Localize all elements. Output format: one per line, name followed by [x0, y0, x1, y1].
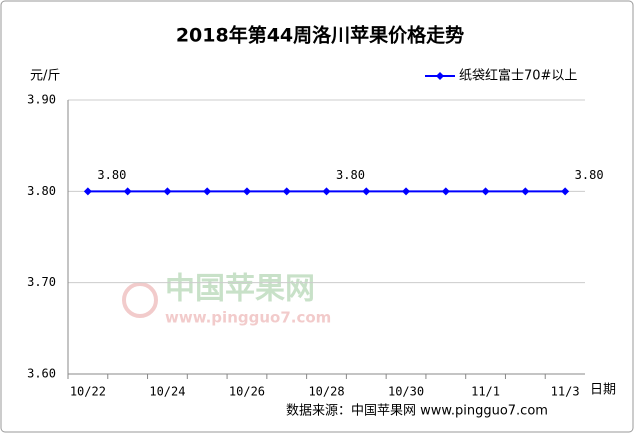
point-marker: [83, 187, 92, 196]
y-tick-label: 3.70: [27, 275, 56, 289]
data-label: 3.80: [575, 168, 604, 182]
y-tick-label: 3.60: [27, 367, 56, 381]
x-tick-label: 10/22: [70, 385, 106, 399]
point-marker: [322, 187, 331, 196]
y-tick-label: 3.80: [27, 184, 56, 198]
x-tick-label: 11/3: [551, 385, 580, 399]
point-marker: [561, 187, 570, 196]
y-axis-label: 元/斤: [30, 69, 60, 84]
point-marker: [521, 187, 530, 196]
point-marker: [441, 187, 450, 196]
data-label: 3.80: [336, 168, 365, 182]
x-axis-label: 日期: [590, 383, 616, 398]
point-marker: [282, 187, 291, 196]
data-label: 3.80: [97, 168, 126, 182]
watermark-url: www.pingguo7.com: [165, 309, 331, 327]
point-marker: [203, 187, 212, 196]
point-marker: [123, 187, 132, 196]
x-tick-label: 11/1: [471, 385, 500, 399]
watermark: 中国苹果网 www.pingguo7.com: [122, 272, 331, 327]
point-marker: [362, 187, 371, 196]
x-tick-label: 10/24: [149, 385, 185, 399]
source: 数据来源：中国苹果网 www.pingguo7.com: [286, 404, 548, 419]
chart-title: 2018年第44周洛川苹果价格走势: [176, 24, 464, 47]
y-tick-label: 3.90: [27, 93, 56, 107]
point-marker: [402, 187, 411, 196]
point-marker: [242, 187, 251, 196]
x-tick-label: 10/28: [308, 385, 344, 399]
watermark-text: 中国苹果网: [165, 272, 315, 307]
legend-marker: [436, 72, 444, 80]
x-tick-label: 10/26: [229, 385, 265, 399]
point-marker: [481, 187, 490, 196]
watermark-logo: [122, 282, 158, 318]
x-tick-label: 10/30: [388, 385, 424, 399]
legend-label: 纸袋红富士70#以上: [459, 68, 577, 84]
point-marker: [163, 187, 172, 196]
